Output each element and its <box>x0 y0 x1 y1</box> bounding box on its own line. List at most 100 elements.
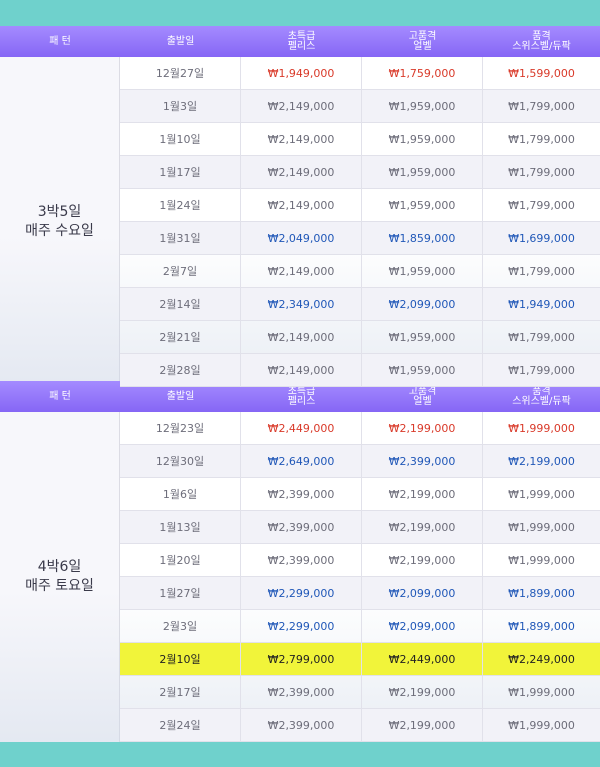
price-cell-2: ₩1,959,000 <box>362 321 483 353</box>
price-cell-1: ₩2,299,000 <box>241 610 362 642</box>
price-cell-3: ₩1,949,000 <box>508 297 575 311</box>
table-row: 2월14일 ₩2,349,000 ₩2,099,000 ₩1,949,000 <box>120 288 600 321</box>
price-cell-1: ₩2,649,000 <box>241 445 362 477</box>
price-cell-3: ₩1,799,000 <box>508 165 575 179</box>
price-cell-3: ₩1,799,000 <box>508 99 575 113</box>
date-cell: 1월10일 <box>120 123 241 155</box>
table-row: 2월17일 ₩2,399,000 ₩2,199,000 ₩1,999,000 <box>120 676 600 709</box>
price-cell-1: ₩2,149,000 <box>241 189 362 221</box>
price-cell-1: ₩1,949,000 <box>241 57 362 89</box>
price-cell-1: ₩2,049,000 <box>241 222 362 254</box>
date-cell: 2월14일 <box>120 288 241 320</box>
date-cell: 1월3일 <box>120 90 241 122</box>
price-cell-3: ₩1,799,000 <box>508 198 575 212</box>
date-cell: 2월7일 <box>120 255 241 287</box>
price-table-3n5d: 패 턴 출발일 초특급 펠리스 고품격 얼벨 품격 스위스벨/듀팍 3박5일 매주 수… <box>0 26 600 387</box>
table-header: 패 턴 출발일 초특급 펠리스 고품격 얼벨 품격 스위스벨/듀팍 <box>0 26 600 57</box>
price-cell-1: ₩2,149,000 <box>241 354 362 386</box>
price-cell-2: ₩2,099,000 <box>362 577 483 609</box>
price-cell-3: ₩2,199,000 <box>508 454 575 468</box>
header-date: 출발일 <box>166 390 195 402</box>
table-row: 2월21일 ₩2,149,000 ₩1,959,000 ₩1,799,000 <box>120 321 600 354</box>
price-cell-3: ₩1,999,000 <box>508 718 575 732</box>
date-cell: 1월20일 <box>120 544 241 576</box>
price-cell-2: ₩2,199,000 <box>362 511 483 543</box>
date-cell: 1월13일 <box>120 511 241 543</box>
price-cell-3: ₩1,999,000 <box>508 520 575 534</box>
date-cell: 2월24일 <box>120 709 241 741</box>
table-row: 2월28일 ₩2,149,000 ₩1,959,000 ₩1,799,000 <box>120 354 600 387</box>
price-cell-3: ₩1,699,000 <box>508 231 575 245</box>
price-cell-2: ₩1,759,000 <box>362 57 483 89</box>
price-cell-2: ₩2,399,000 <box>362 445 483 477</box>
price-cell-3: ₩1,999,000 <box>508 421 575 435</box>
header-col3: 품격 스위스벨/듀팍 <box>512 30 571 52</box>
price-cell-2: ₩2,199,000 <box>362 478 483 510</box>
price-cell-1: ₩2,399,000 <box>241 676 362 708</box>
price-cell-2: ₩1,959,000 <box>362 255 483 287</box>
pattern-cell: 4박6일 매주 토요일 <box>0 412 120 742</box>
price-cell-3: ₩1,799,000 <box>508 132 575 146</box>
pattern-cell: 3박5일 매주 수요일 <box>0 57 120 387</box>
price-cell-2: ₩1,859,000 <box>362 222 483 254</box>
price-cell-1: ₩2,399,000 <box>241 511 362 543</box>
table-row: 12월23일 ₩2,449,000 ₩2,199,000 ₩1,999,000 <box>120 412 600 445</box>
table-row: 1월31일 ₩2,049,000 ₩1,859,000 ₩1,699,000 <box>120 222 600 255</box>
price-cell-1: ₩2,449,000 <box>241 412 362 444</box>
date-cell: 12월30일 <box>120 445 241 477</box>
price-table-4n6d: 패 턴 출발일 초특급 펠리스 고품격 얼벨 품격 스위스벨/듀팍 4박6일 매주 토… <box>0 381 600 742</box>
price-cell-1: ₩2,299,000 <box>241 577 362 609</box>
date-cell: 1월17일 <box>120 156 241 188</box>
price-cell-2: ₩2,099,000 <box>362 288 483 320</box>
table-row: 1월27일 ₩2,299,000 ₩2,099,000 ₩1,899,000 <box>120 577 600 610</box>
price-cell-1: ₩2,149,000 <box>241 90 362 122</box>
price-cell-2: ₩1,959,000 <box>362 123 483 155</box>
price-cell-3: ₩1,999,000 <box>508 553 575 567</box>
price-cell-3: ₩1,999,000 <box>508 685 575 699</box>
date-cell: 1월24일 <box>120 189 241 221</box>
price-cell-1: ₩2,399,000 <box>241 709 362 741</box>
price-cell-2: ₩2,199,000 <box>362 676 483 708</box>
price-cell-2: ₩2,199,000 <box>362 544 483 576</box>
table-row: 2월7일 ₩2,149,000 ₩1,959,000 ₩1,799,000 <box>120 255 600 288</box>
price-cell-3: ₩2,249,000 <box>508 652 575 666</box>
price-cell-1: ₩2,349,000 <box>241 288 362 320</box>
price-cell-1: ₩2,149,000 <box>241 255 362 287</box>
header-pattern: 패 턴 <box>49 35 71 47</box>
price-cell-2: ₩1,959,000 <box>362 354 483 386</box>
price-cell-2: ₩2,449,000 <box>362 643 483 675</box>
price-cell-1: ₩2,399,000 <box>241 544 362 576</box>
date-cell: 2월21일 <box>120 321 241 353</box>
table-row: 2월24일 ₩2,399,000 ₩2,199,000 ₩1,999,000 <box>120 709 600 742</box>
price-cell-3: ₩1,799,000 <box>508 264 575 278</box>
date-cell: 12월23일 <box>120 412 241 444</box>
date-cell: 1월6일 <box>120 478 241 510</box>
price-cell-2: ₩2,099,000 <box>362 610 483 642</box>
table-row: 12월27일 ₩1,949,000 ₩1,759,000 ₩1,599,000 <box>120 57 600 90</box>
price-cell-1: ₩2,149,000 <box>241 156 362 188</box>
header-col1: 초특급 펠리스 <box>287 30 316 52</box>
date-cell: 12월27일 <box>120 57 241 89</box>
table-body: 3박5일 매주 수요일 12월27일 ₩1,949,000 ₩1,759,000 ₩1… <box>0 57 600 387</box>
price-cell-1: ₩2,399,000 <box>241 478 362 510</box>
price-cell-2: ₩1,959,000 <box>362 156 483 188</box>
price-cell-3: ₩1,799,000 <box>508 363 575 377</box>
date-cell: 2월17일 <box>120 676 241 708</box>
header-col2: 고품격 얼벨 <box>408 385 437 407</box>
price-cell-2: ₩1,959,000 <box>362 90 483 122</box>
table-row: 1월6일 ₩2,399,000 ₩2,199,000 ₩1,999,000 <box>120 478 600 511</box>
table-row: 1월20일 ₩2,399,000 ₩2,199,000 ₩1,999,000 <box>120 544 600 577</box>
price-cell-1: ₩2,149,000 <box>241 321 362 353</box>
table-row: 2월10일 ₩2,799,000 ₩2,449,000 ₩2,249,000 <box>120 643 600 676</box>
date-cell: 2월10일 <box>120 643 241 675</box>
price-cell-2: ₩2,199,000 <box>362 709 483 741</box>
header-col1: 초특급 펠리스 <box>287 385 316 407</box>
table-row: 1월10일 ₩2,149,000 ₩1,959,000 ₩1,799,000 <box>120 123 600 156</box>
price-cell-1: ₩2,799,000 <box>241 643 362 675</box>
table-row: 1월3일 ₩2,149,000 ₩1,959,000 ₩1,799,000 <box>120 90 600 123</box>
price-cell-2: ₩1,959,000 <box>362 189 483 221</box>
rows: 12월27일 ₩1,949,000 ₩1,759,000 ₩1,599,000 1월3일… <box>120 57 600 387</box>
price-cell-2: ₩2,199,000 <box>362 412 483 444</box>
table-body: 4박6일 매주 토요일 12월23일 ₩2,449,000 ₩2,199,000 ₩1… <box>0 412 600 742</box>
table-row: 1월13일 ₩2,399,000 ₩2,199,000 ₩1,999,000 <box>120 511 600 544</box>
